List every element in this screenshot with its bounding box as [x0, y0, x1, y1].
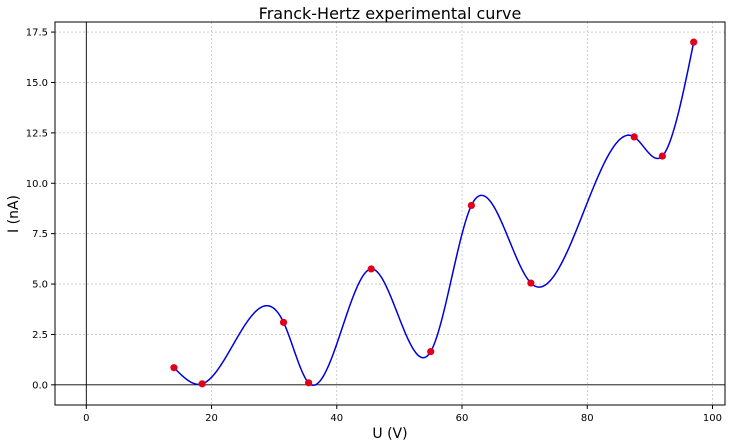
zero-lines: [55, 22, 725, 405]
y-axis-label: I (nA): [6, 195, 22, 233]
x-tick-label: 0: [83, 413, 89, 424]
data-point: [198, 380, 206, 388]
points-layer: [170, 38, 698, 388]
y-tick-label: 12.5: [26, 128, 48, 139]
y-tick-label: 2.5: [32, 330, 48, 341]
data-point: [304, 379, 313, 387]
x-ticks: 0 20 40 60 80 100: [83, 405, 722, 424]
x-axis-label: U (V): [372, 426, 407, 442]
x-tick-label: 100: [703, 413, 722, 424]
plot-area: [55, 22, 725, 405]
plot-frame: [54, 21, 726, 406]
data-point: [427, 347, 435, 356]
data-point: [170, 364, 178, 372]
data-point: [527, 279, 535, 287]
data-point: [690, 38, 698, 46]
data-point: [630, 133, 638, 141]
curve-layer: [173, 42, 695, 387]
data-point: [467, 201, 476, 210]
y-tick-label: 5.0: [32, 280, 48, 291]
x-tick-label: 20: [205, 413, 218, 424]
y-tick-label: 15.0: [26, 78, 48, 89]
x-tick-label: 60: [456, 413, 469, 424]
y-tick-label: 0.0: [32, 380, 48, 391]
x-tick-label: 40: [330, 413, 343, 424]
data-point: [279, 318, 288, 326]
y-tick-label: 17.5: [26, 28, 48, 39]
chart-title: Franck-Hertz experimental curve: [259, 4, 522, 23]
data-point: [367, 265, 375, 273]
y-tick-label: 10.0: [26, 179, 48, 190]
y-ticks: 0.0 2.5 5.0 7.5 10.0 12.5 15.0 17.5: [26, 28, 55, 391]
y-tick-label: 7.5: [32, 229, 48, 240]
fit-curve: [173, 42, 695, 387]
x-tick-label: 80: [581, 413, 594, 424]
data-point: [658, 152, 666, 160]
